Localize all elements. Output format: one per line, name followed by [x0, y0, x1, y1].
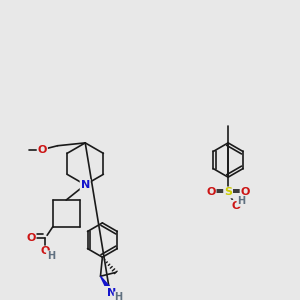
Text: N: N	[107, 288, 116, 298]
Text: O: O	[206, 188, 216, 197]
Text: H: H	[47, 251, 55, 261]
Text: O: O	[241, 188, 250, 197]
Text: O: O	[38, 145, 47, 154]
Text: H: H	[115, 292, 123, 300]
Text: N: N	[81, 180, 90, 190]
Text: O: O	[26, 233, 36, 243]
Text: O: O	[40, 247, 50, 256]
Text: S: S	[224, 188, 232, 197]
Text: H: H	[237, 196, 245, 206]
Text: O: O	[231, 201, 240, 211]
Polygon shape	[100, 276, 114, 295]
